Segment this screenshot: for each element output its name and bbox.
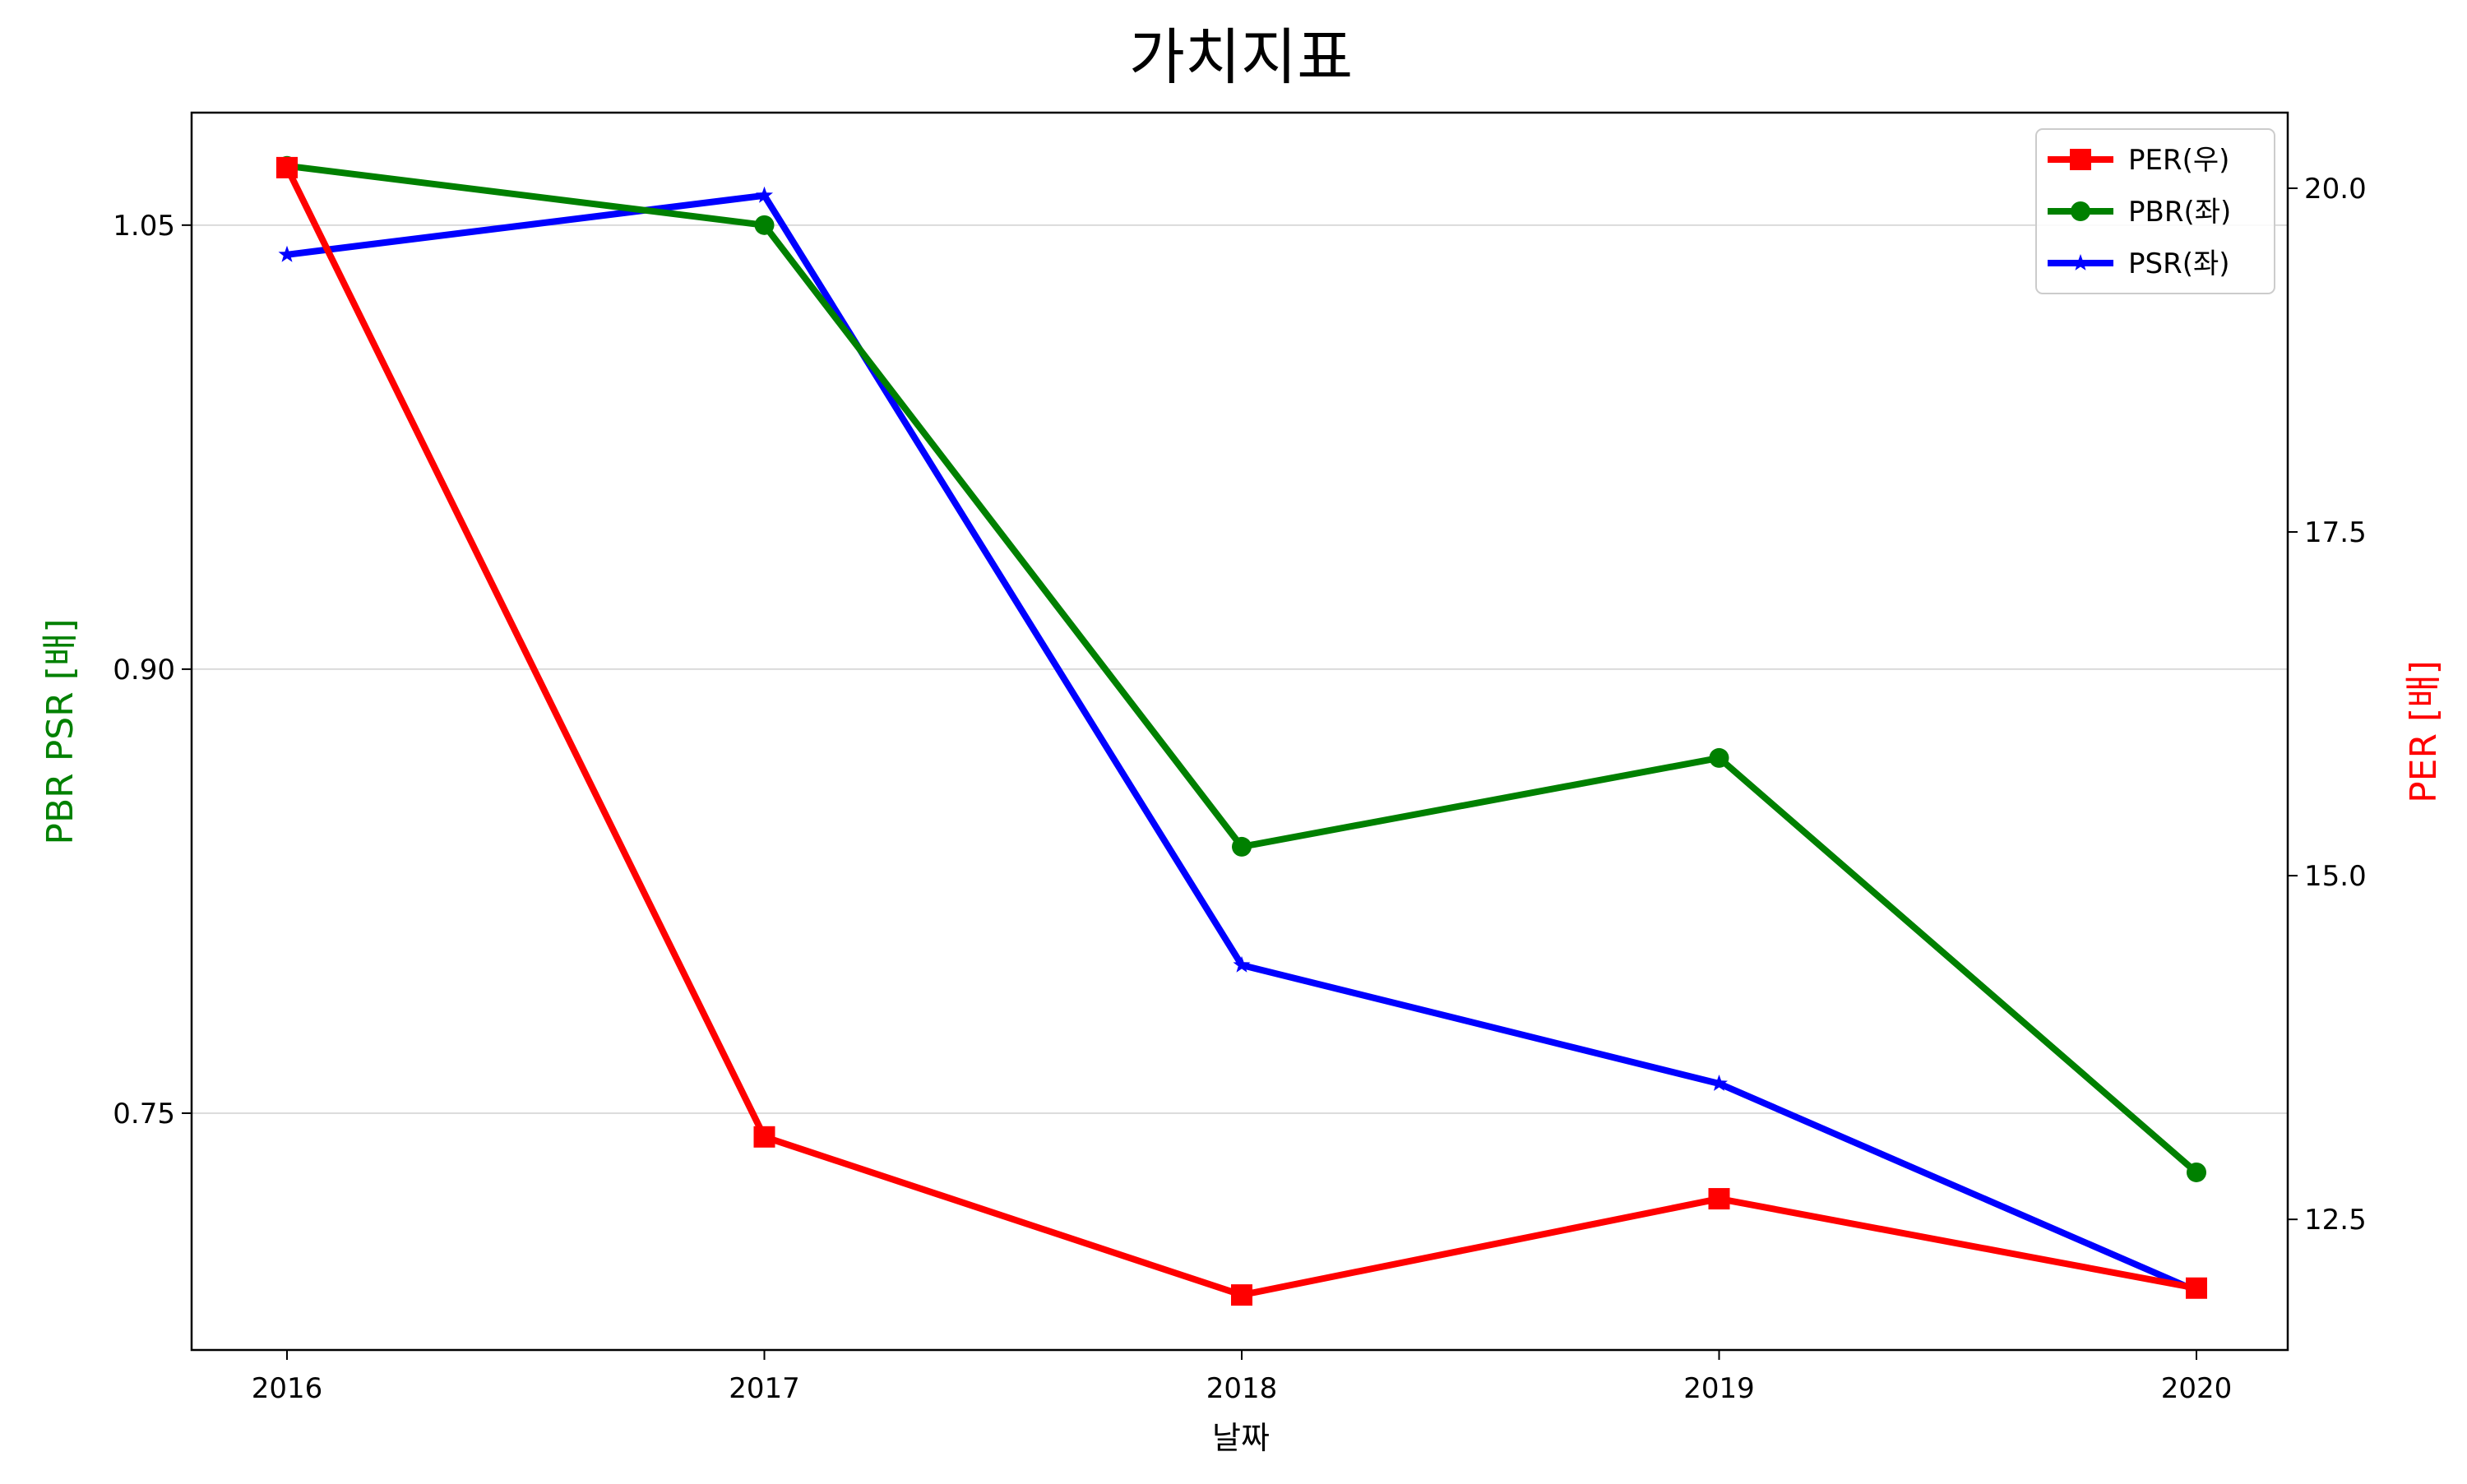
data-point	[2187, 1162, 2206, 1182]
data-point	[1708, 1188, 1730, 1210]
legend-marker	[2070, 149, 2091, 170]
y-left-tick-label: 0.75	[113, 1098, 175, 1130]
x-tick-label: 2020	[2161, 1372, 2233, 1405]
legend-item: PBR(좌)	[2048, 196, 2231, 229]
legend-marker	[2071, 201, 2090, 221]
data-point	[1233, 955, 1251, 973]
legend-marker	[2071, 254, 2090, 270]
data-point	[278, 245, 296, 262]
legend-item: PER(우)	[2048, 144, 2229, 177]
x-tick-label: 2018	[1206, 1372, 1278, 1405]
data-point	[276, 156, 298, 178]
chart-title: 가치지표	[1129, 22, 1353, 93]
data-point	[753, 1126, 775, 1148]
legend-label: PSR(좌)	[2128, 247, 2230, 280]
data-point	[754, 215, 775, 235]
x-tick-label: 2017	[729, 1372, 800, 1405]
legend-label: PER(우)	[2128, 144, 2229, 177]
legend: PER(우) PBR(좌) PSR(좌)	[2035, 128, 2275, 294]
y-axis-right-label: PER [배]	[2403, 660, 2445, 803]
y-right-tick-label: 17.5	[2304, 516, 2367, 549]
series-0	[276, 156, 2207, 1306]
data-point	[1709, 747, 1729, 768]
y-left-tick-label: 0.90	[113, 654, 175, 687]
y-left-tick-label: 1.05	[113, 210, 175, 243]
y-axis-left-label: PBR PSR [배]	[39, 618, 81, 844]
data-point	[756, 186, 773, 203]
series-layer	[276, 155, 2207, 1306]
x-tick-label: 2019	[1683, 1372, 1755, 1405]
data-point	[1232, 836, 1252, 857]
x-tick-label: 2016	[252, 1372, 323, 1405]
legend-box	[2035, 128, 2275, 294]
axes-layer: 0.75 0.90 1.05 12.5 15.0 17.5 20.0 2016 2017 2018…	[113, 173, 2366, 1405]
data-point	[1710, 1075, 1728, 1091]
y-right-tick-label: 15.0	[2304, 860, 2367, 893]
y-right-tick-label: 12.5	[2304, 1204, 2367, 1237]
y-right-tick-label: 20.0	[2304, 173, 2367, 206]
plot-frame	[190, 111, 2289, 1352]
legend-item: PSR(좌)	[2048, 247, 2230, 280]
data-point	[1231, 1284, 1252, 1306]
data-point	[2186, 1277, 2207, 1299]
legend-label: PBR(좌)	[2128, 196, 2231, 229]
x-axis-label: 날짜	[1212, 1420, 1270, 1456]
